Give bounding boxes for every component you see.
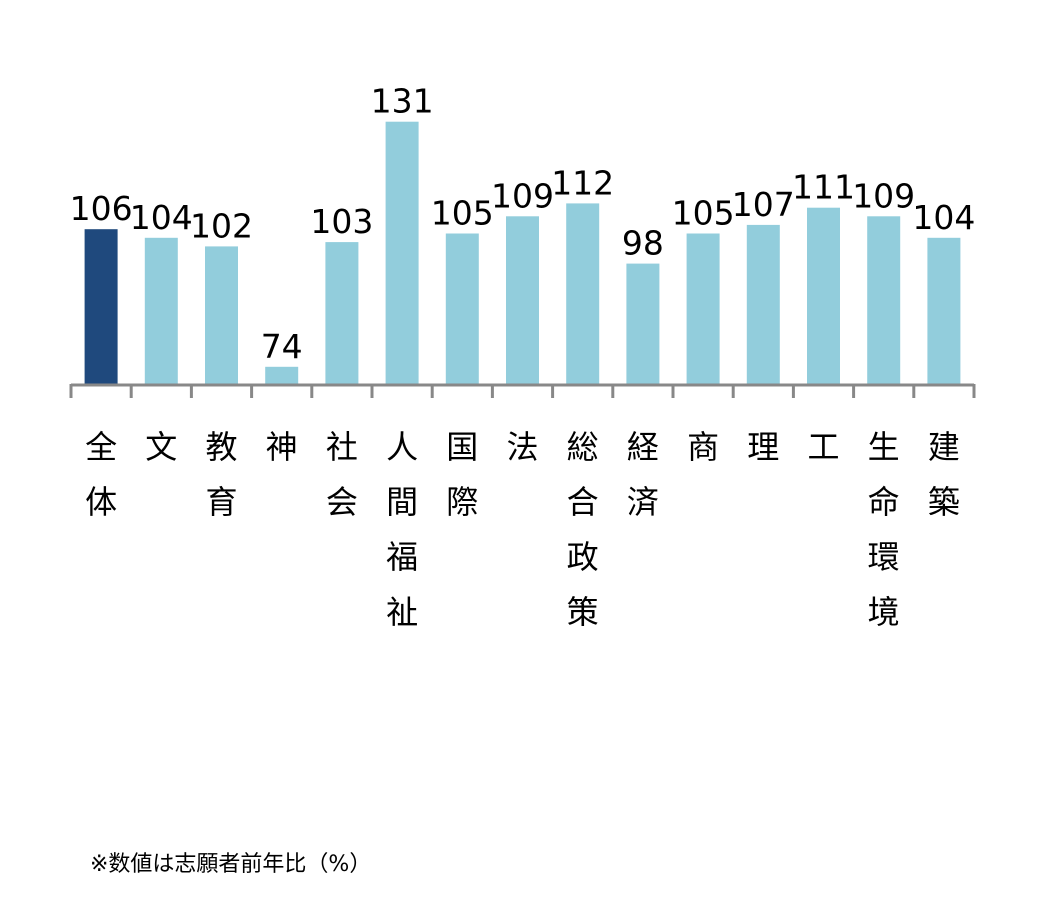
bar xyxy=(927,237,961,384)
category-label: 商 xyxy=(687,428,720,466)
bar xyxy=(385,121,419,384)
data-label: 111 xyxy=(792,168,855,207)
data-label: 106 xyxy=(70,189,133,228)
bar xyxy=(867,216,901,384)
bar xyxy=(626,263,660,384)
category-label: 全体 xyxy=(85,428,118,521)
category-label: 神 xyxy=(265,428,298,466)
data-label: 105 xyxy=(431,194,494,233)
category-label: 工 xyxy=(807,428,840,466)
bar xyxy=(445,233,479,384)
data-label: 112 xyxy=(551,163,614,202)
bar xyxy=(265,366,299,384)
data-label: 109 xyxy=(491,176,554,215)
data-label: 131 xyxy=(371,82,434,121)
category-label: 国際 xyxy=(446,428,479,521)
category-label: 文 xyxy=(145,428,178,466)
data-label: 98 xyxy=(622,224,664,263)
data-label: 109 xyxy=(852,176,915,215)
category-label: 経済 xyxy=(626,428,659,521)
data-label: 107 xyxy=(732,185,795,224)
category-label: 生命環境 xyxy=(867,428,900,631)
bar xyxy=(746,224,780,384)
data-label: 104 xyxy=(912,198,975,237)
category-label: 教育 xyxy=(205,428,238,521)
data-label: 104 xyxy=(130,198,193,237)
category-label: 社会 xyxy=(325,428,358,521)
category-label: 建築 xyxy=(927,428,960,521)
category-label: 総合政策 xyxy=(566,428,599,631)
bar xyxy=(686,233,720,384)
category-label: 理 xyxy=(747,428,780,466)
data-label: 102 xyxy=(190,206,253,245)
data-label: 74 xyxy=(261,327,303,366)
bar xyxy=(807,207,840,384)
data-label: 103 xyxy=(310,202,373,241)
bar xyxy=(325,242,359,384)
footnote: ※数値は志願者前年比（%） xyxy=(90,852,372,877)
data-label: 105 xyxy=(672,194,735,233)
category-label: 法 xyxy=(506,428,539,466)
bar xyxy=(205,246,238,384)
bar xyxy=(144,237,178,384)
bar xyxy=(84,229,118,384)
category-label: 人間福祉 xyxy=(386,428,419,631)
bar xyxy=(506,216,539,384)
bar xyxy=(566,203,600,384)
